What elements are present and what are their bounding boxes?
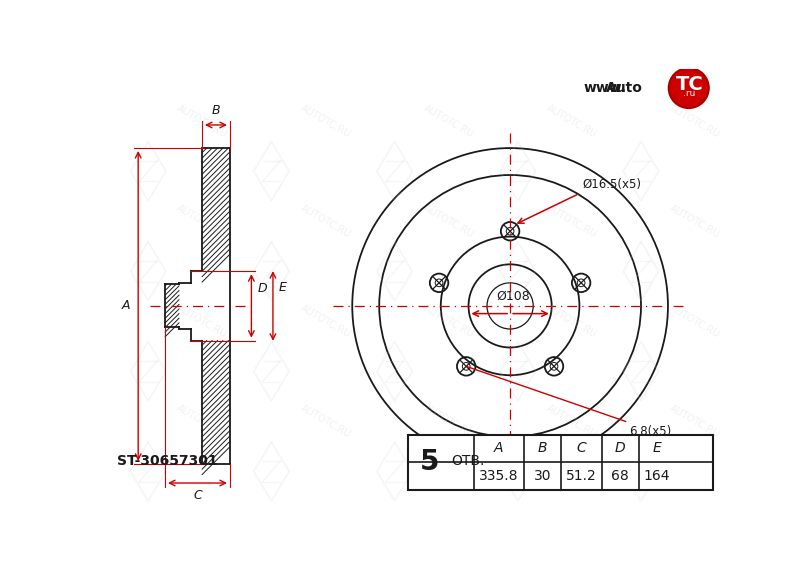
- Circle shape: [669, 68, 709, 108]
- Text: .ru: .ru: [683, 89, 696, 98]
- Text: AUTOTC.RU: AUTOTC.RU: [545, 203, 598, 240]
- Text: AUTOTC.RU: AUTOTC.RU: [175, 203, 229, 240]
- Text: C: C: [193, 489, 202, 502]
- Text: A: A: [122, 300, 130, 312]
- Text: AUTOTC.RU: AUTOTC.RU: [668, 203, 722, 240]
- Text: 68: 68: [611, 469, 629, 483]
- Text: AUTOTC.RU: AUTOTC.RU: [668, 303, 722, 340]
- Text: AUTOTC.RU: AUTOTC.RU: [668, 103, 722, 139]
- Text: AUTOTC.RU: AUTOTC.RU: [422, 303, 475, 340]
- Text: TC: TC: [676, 74, 703, 93]
- Text: 335.8: 335.8: [479, 469, 518, 483]
- Text: AUTOTC.RU: AUTOTC.RU: [545, 103, 598, 139]
- Text: ST-30657301: ST-30657301: [117, 454, 218, 469]
- Text: AUTOTC.RU: AUTOTC.RU: [668, 403, 722, 440]
- Text: AUTOTC.RU: AUTOTC.RU: [175, 303, 229, 340]
- Text: AUTOTC.RU: AUTOTC.RU: [298, 403, 352, 440]
- Text: 6.8(x5): 6.8(x5): [630, 425, 672, 438]
- Text: B: B: [538, 441, 547, 456]
- Text: AUTOTC.RU: AUTOTC.RU: [545, 303, 598, 340]
- Bar: [409, 434, 713, 490]
- Text: AUTOTC.RU: AUTOTC.RU: [175, 103, 229, 139]
- Text: AUTOTC.RU: AUTOTC.RU: [298, 203, 352, 240]
- Text: AUTOTC.RU: AUTOTC.RU: [298, 303, 352, 340]
- Text: C: C: [577, 441, 586, 456]
- Text: B: B: [212, 104, 220, 117]
- Text: 51.2: 51.2: [566, 469, 597, 483]
- Text: Auto: Auto: [606, 81, 643, 95]
- Text: D: D: [258, 282, 267, 295]
- Text: A: A: [494, 441, 504, 456]
- Text: AUTOTC.RU: AUTOTC.RU: [298, 103, 352, 139]
- Text: AUTOTC.RU: AUTOTC.RU: [422, 403, 475, 440]
- Text: E: E: [279, 281, 287, 293]
- Text: AUTOTC.RU: AUTOTC.RU: [422, 203, 475, 240]
- Text: 164: 164: [644, 469, 670, 483]
- Text: AUTOTC.RU: AUTOTC.RU: [545, 403, 598, 440]
- Text: www.: www.: [583, 81, 626, 95]
- Text: 5: 5: [420, 448, 440, 476]
- Text: D: D: [615, 441, 626, 456]
- Text: E: E: [653, 441, 662, 456]
- Text: AUTOTC.RU: AUTOTC.RU: [175, 403, 229, 440]
- Text: ОТВ.: ОТВ.: [451, 454, 484, 468]
- Text: 30: 30: [534, 469, 551, 483]
- Text: AUTOTC.RU: AUTOTC.RU: [422, 103, 475, 139]
- Text: Ø108: Ø108: [496, 290, 530, 303]
- Text: Ø16.5(x5): Ø16.5(x5): [582, 178, 642, 191]
